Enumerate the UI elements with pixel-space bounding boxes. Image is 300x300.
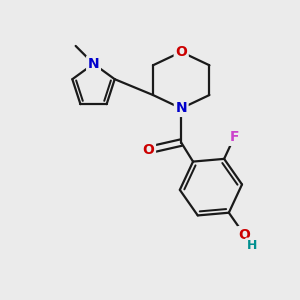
Text: O: O <box>238 228 250 242</box>
Text: F: F <box>230 130 239 144</box>
Text: O: O <box>142 143 154 157</box>
Text: N: N <box>176 101 187 116</box>
Text: O: O <box>175 45 187 59</box>
Text: N: N <box>88 57 99 71</box>
Text: H: H <box>247 239 257 252</box>
